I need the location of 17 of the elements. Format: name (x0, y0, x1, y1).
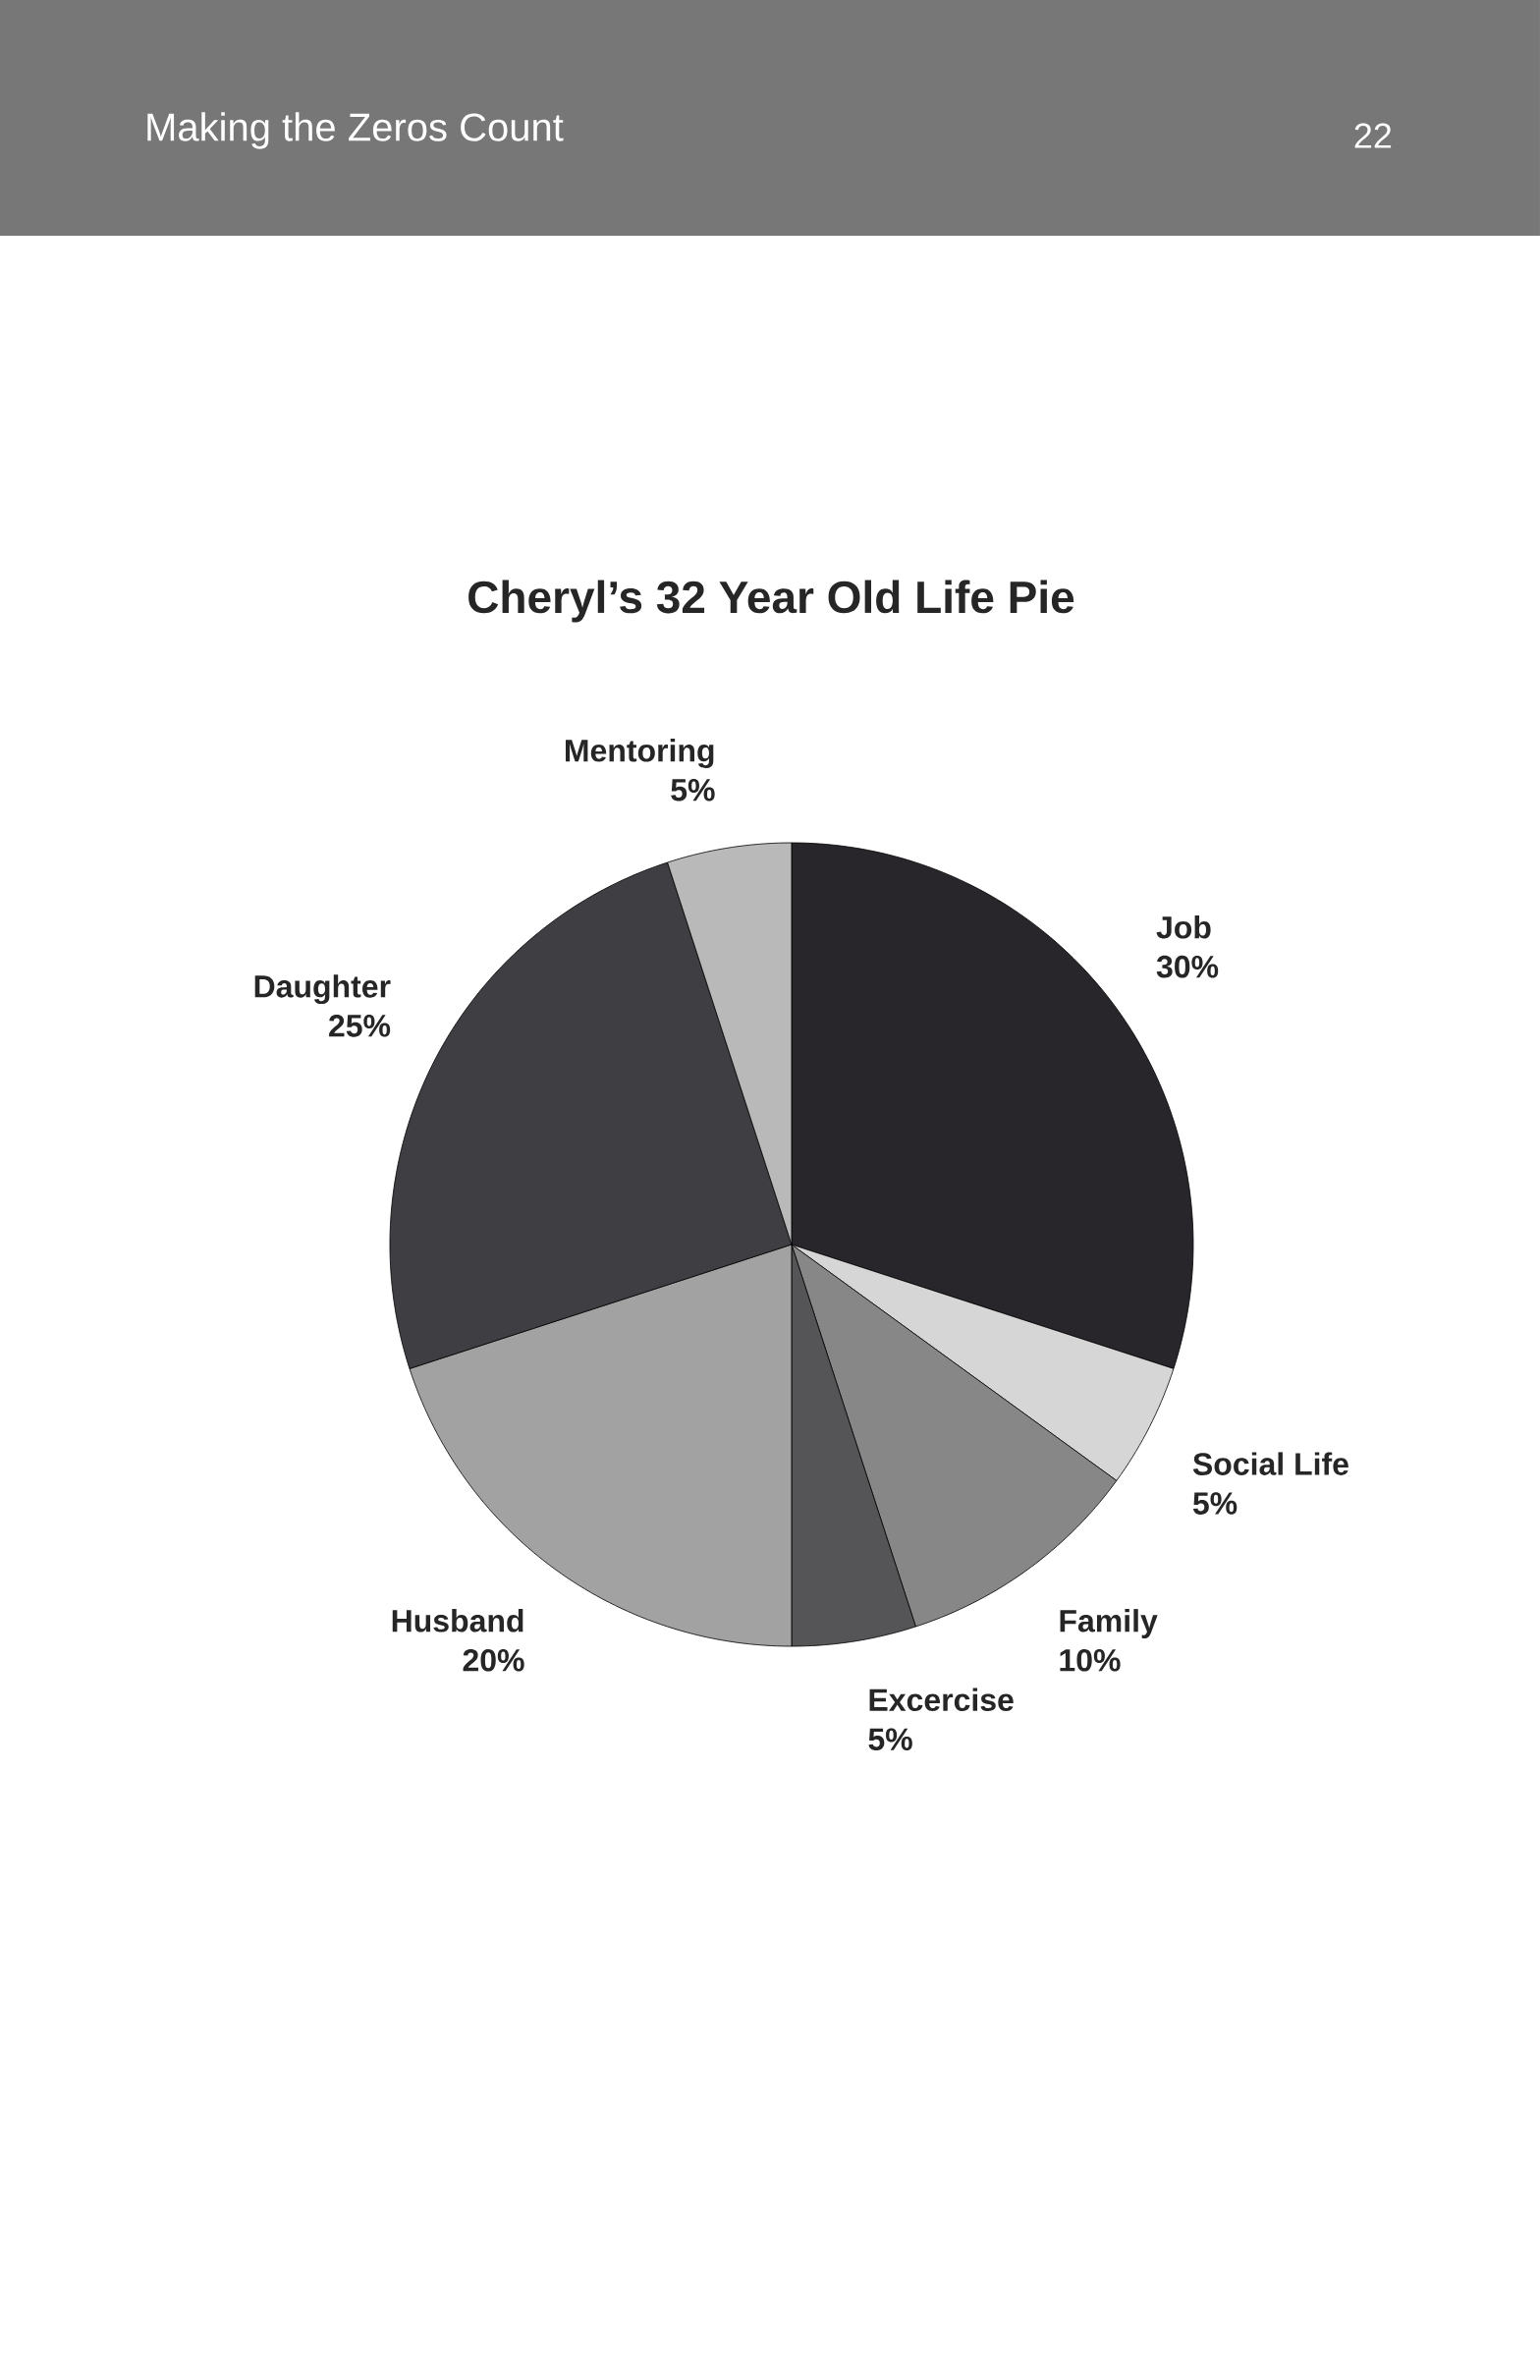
slice-label: Mentoring (566, 739, 714, 769)
slice-label: Husband (392, 1609, 523, 1633)
chart-title: Cheryl’s 32 Year Old Life Pie (468, 580, 1074, 623)
slice-label: Social Life (1192, 1452, 1348, 1475)
text: 22 (1354, 123, 1392, 148)
data-label: 5% (1192, 1492, 1238, 1515)
slice-label: Job (1156, 915, 1211, 939)
data-label: 25% (329, 1015, 391, 1037)
slice-label: Daughter (254, 974, 391, 1005)
text: Making the Zeros Count (147, 112, 564, 149)
data-label: 5% (868, 1728, 912, 1750)
slice-label: Excercise (869, 1688, 1014, 1711)
slice-label: Family (1060, 1609, 1158, 1638)
data-label: 5% (671, 778, 715, 802)
data-label: 20% (463, 1648, 524, 1672)
data-label: 30% (1156, 955, 1219, 978)
data-label: 10% (1060, 1648, 1121, 1672)
